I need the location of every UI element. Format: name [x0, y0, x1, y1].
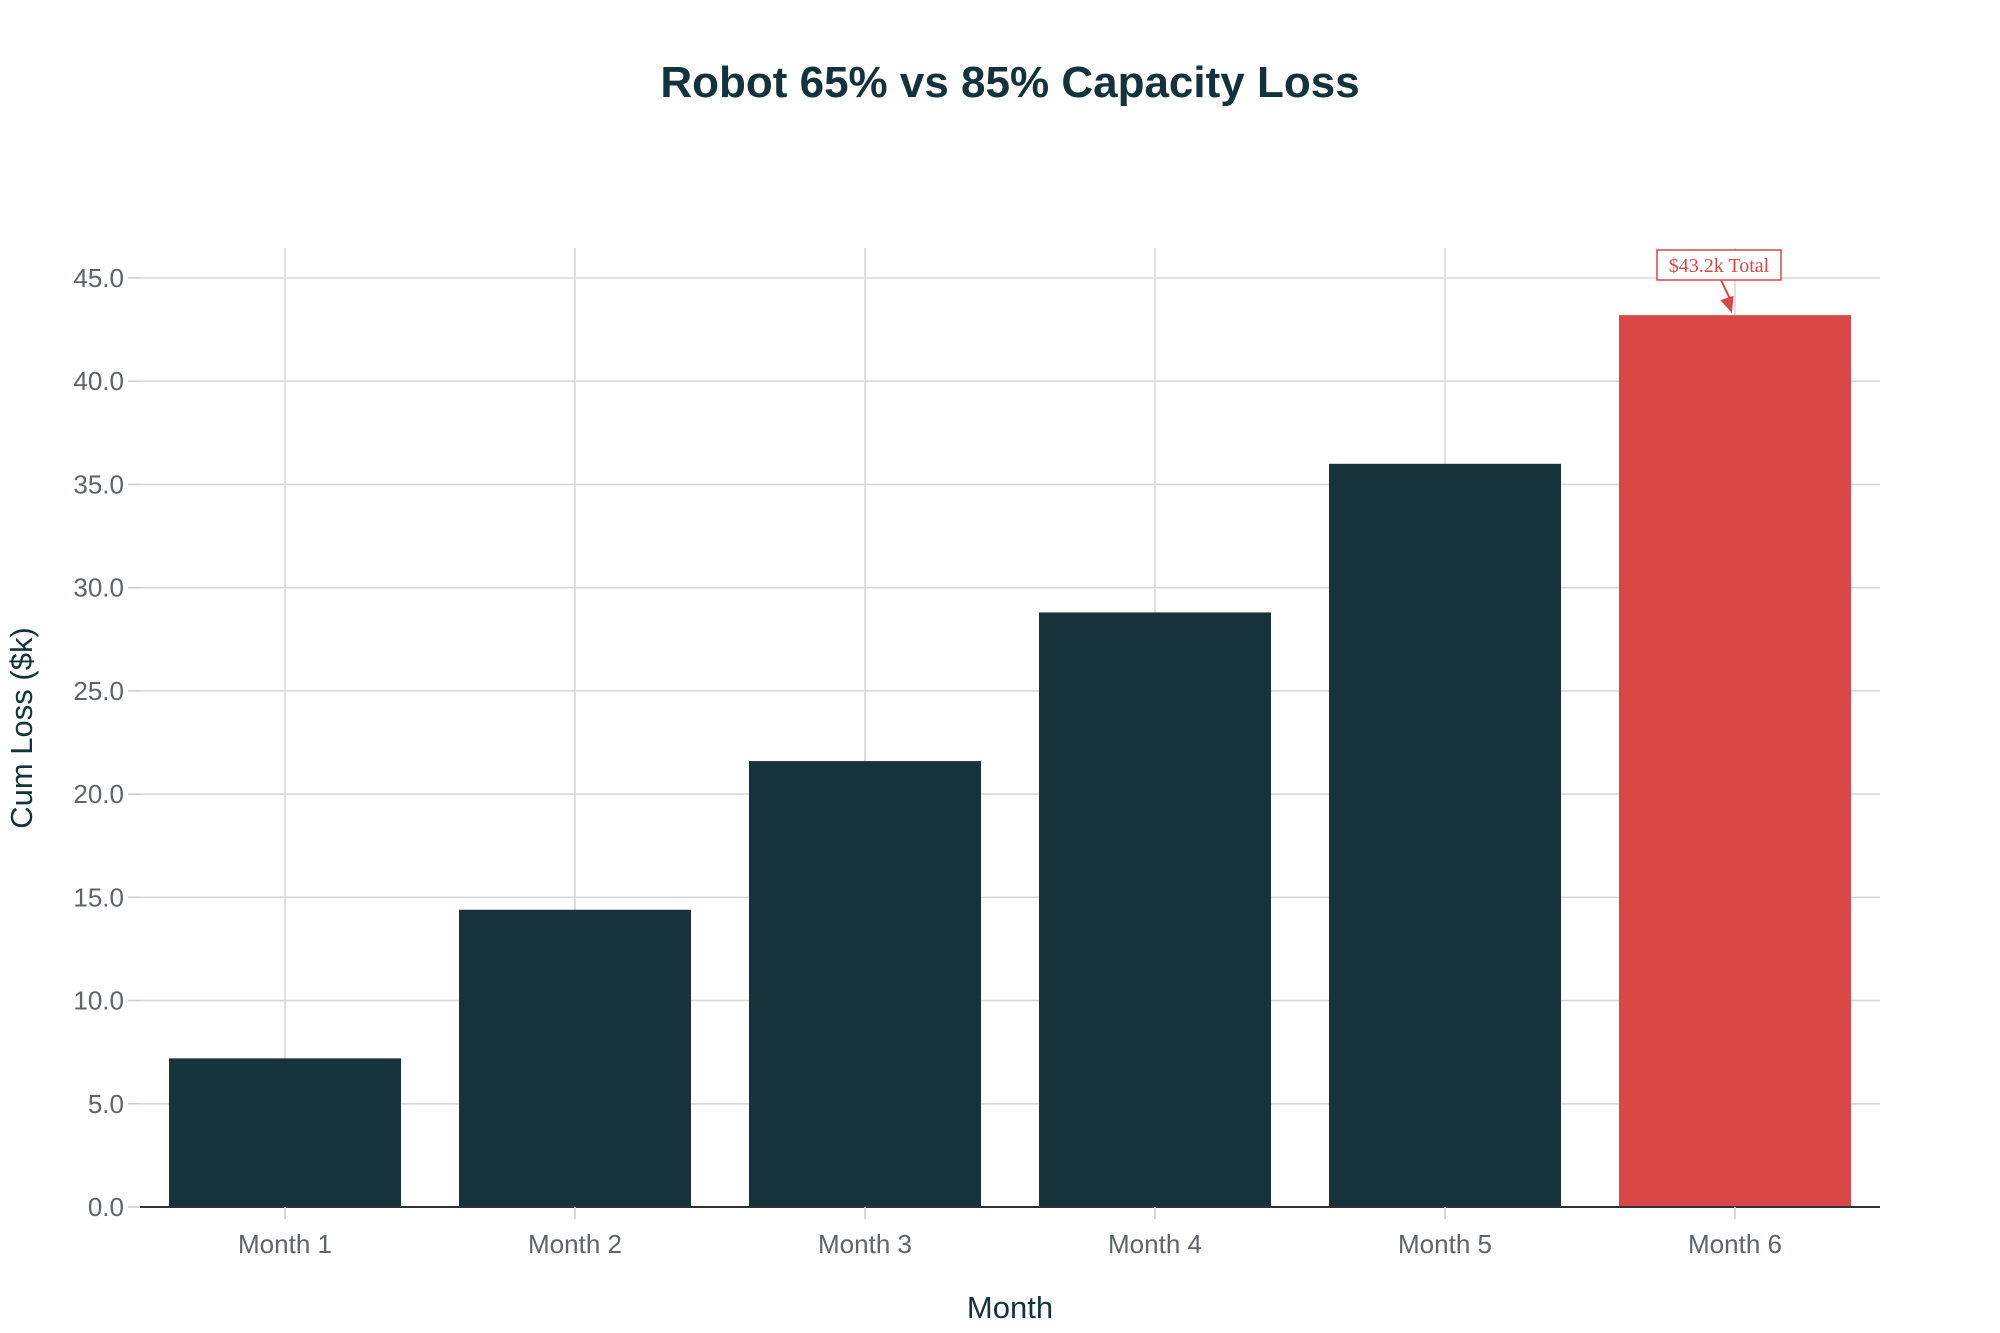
chart-title: Robot 65% vs 85% Capacity Loss	[660, 58, 1359, 107]
x-tick-label: Month 4	[1108, 1229, 1202, 1259]
x-tick-label: Month 5	[1398, 1229, 1492, 1259]
y-tick-label: 25.0	[73, 676, 124, 706]
bar-layer	[169, 315, 1851, 1207]
annotation-box	[1656, 249, 1782, 281]
annotation-arrow-head	[1720, 295, 1734, 314]
annotation-label: $43.2k Total	[1669, 255, 1770, 277]
y-tick-label: 0.0	[88, 1192, 124, 1222]
bar-month-6	[1619, 315, 1851, 1207]
x-tick-label: Month 3	[818, 1229, 912, 1259]
y-tick-label: 10.0	[73, 986, 124, 1016]
y-tick-label: 5.0	[88, 1089, 124, 1119]
bar-month-3	[749, 761, 981, 1207]
y-axis-title: Cum Loss ($k)	[4, 627, 39, 829]
x-tick-label: Month 2	[528, 1229, 622, 1259]
bar-month-1	[169, 1058, 401, 1207]
y-tick-label: 40.0	[73, 366, 124, 396]
bar-month-5	[1329, 463, 1561, 1207]
y-tick-label: 35.0	[73, 469, 124, 499]
bar-month-4	[1039, 612, 1271, 1207]
x-tick-label: Month 6	[1688, 1229, 1782, 1259]
y-tick-label: 20.0	[73, 779, 124, 809]
y-tick-label: 45.0	[73, 263, 124, 293]
bar-month-2	[459, 909, 691, 1207]
y-tick-label: 30.0	[73, 573, 124, 603]
x-axis-title: Month	[967, 1290, 1053, 1325]
x-tick-label: Month 1	[238, 1229, 332, 1259]
y-tick-label: 15.0	[73, 882, 124, 912]
annotation-layer: $43.2k Total	[1656, 249, 1782, 314]
axis-layer: 0.0 5.0 10.0 15.0 20.0 25.0 30.0 35.0 40.0 45.0 Mo…	[73, 263, 1880, 1259]
